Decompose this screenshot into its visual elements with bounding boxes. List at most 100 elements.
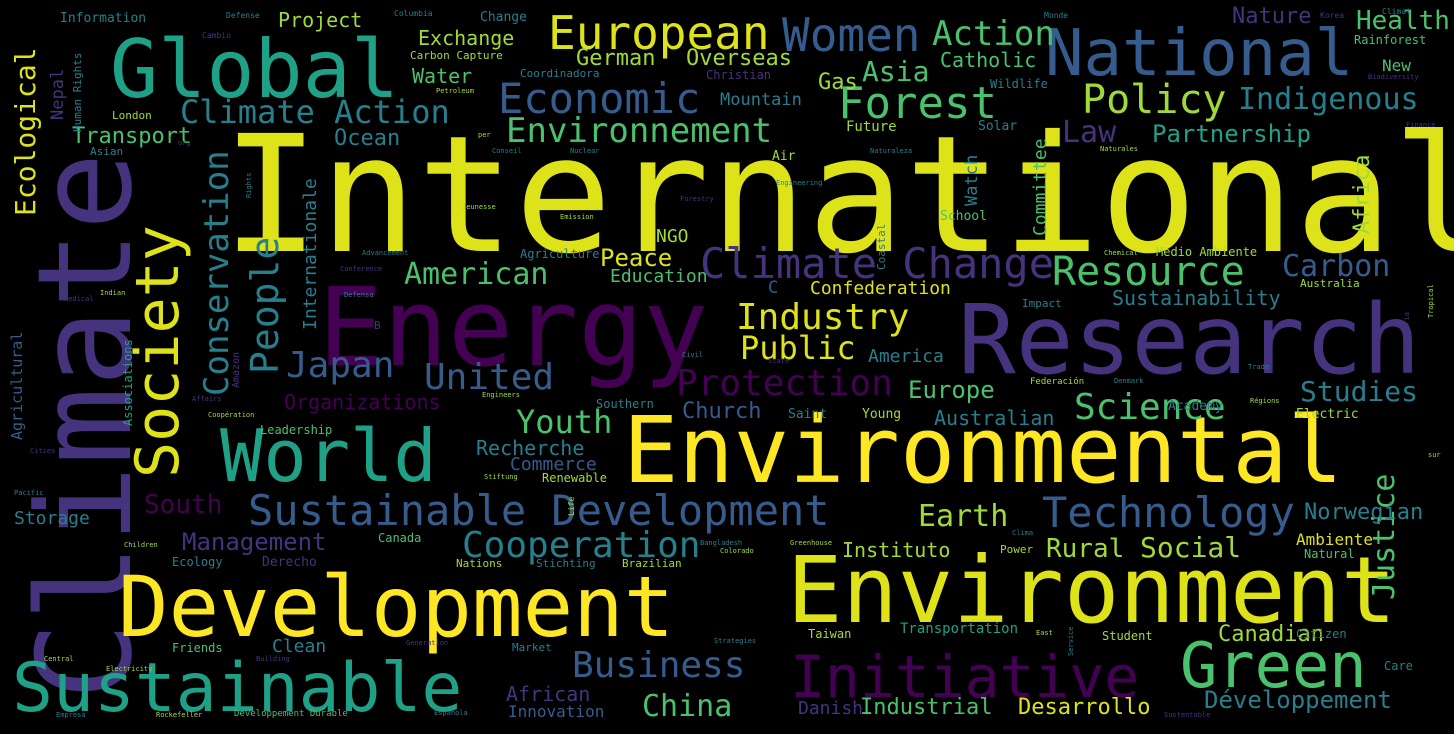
word-stiftung: Stiftung (484, 473, 518, 481)
word-bangladesh: Bangladesh (700, 539, 743, 547)
word-economic: Economic (498, 74, 701, 123)
word-resource: Resource (1052, 249, 1245, 295)
word-german: German (576, 46, 656, 71)
word-cooperation: Cooperation (462, 525, 701, 566)
word-overseas: Overseas (686, 46, 792, 71)
word-student: Student (1102, 629, 1153, 643)
word-forest: Forest (838, 78, 997, 129)
word-biodiversity: Biodiversity (1368, 73, 1419, 81)
word-initiative: Initiative (790, 643, 1140, 711)
word-national: National (1045, 17, 1354, 91)
word-naturales: Naturales (1100, 145, 1138, 153)
word-industrial: Industrial (860, 695, 993, 720)
word-earth: Earth (918, 499, 1009, 534)
word-america: America (868, 346, 944, 367)
word-cooperation-fr: Coopération (208, 411, 255, 419)
word-taiwan: Taiwan (808, 627, 852, 641)
word-canada: Canada (378, 531, 422, 545)
word-justice: Justice (1367, 473, 1402, 600)
word-policy: Policy (1082, 77, 1227, 123)
word-studies: Studies (1300, 375, 1419, 408)
word-developpement: Développement (1204, 686, 1392, 714)
word-denmark: Denmark (1114, 377, 1144, 385)
word-brazilian: Brazilian (622, 557, 682, 570)
word-naturaleza: Naturaleza (870, 147, 913, 155)
word-carbon-capture: Carbon Capture (410, 49, 503, 62)
word-conservation: Conservation (197, 150, 237, 396)
word-climate-action: Climate Action (180, 93, 450, 131)
word-recherche: Recherche (476, 436, 585, 460)
word-people: People (243, 236, 287, 374)
word-colorado: Colorado (720, 547, 754, 555)
word-electricity: Electricity (106, 665, 153, 673)
word-asian: Asian (90, 145, 124, 158)
word-greenhouse: Greenhouse (790, 539, 833, 547)
word-cambio: Cambio (202, 31, 231, 40)
word-science: Science (1074, 387, 1226, 428)
word-mountain: Mountain (720, 90, 802, 110)
word-per: per (478, 131, 491, 139)
word-japan: Japan (286, 345, 395, 386)
word-sustentable: Sustentable (1164, 711, 1211, 719)
word-climate-change: Climate Change (700, 239, 1055, 288)
word-ambiente: Ambiente (1296, 530, 1374, 549)
word-petroleum: Petroleum (436, 87, 474, 95)
word-sustainable: Sustainable (12, 649, 463, 728)
word-transportation: Transportation (900, 621, 1019, 637)
word-civil: Civil (682, 351, 704, 359)
word-affairs: Affairs (192, 395, 222, 403)
word-central: Central (44, 655, 74, 663)
word-european: European (548, 6, 770, 60)
word-danish: Danish (798, 698, 864, 719)
word-columbia: Columbia (394, 9, 433, 18)
word-clean: Clean (272, 636, 327, 657)
word-friends: Friends (172, 641, 223, 655)
word-china: China (642, 689, 733, 724)
word-world: World (220, 414, 437, 498)
word-coordinadora: Coordinadora (520, 67, 600, 80)
word-peace: Peace (600, 244, 673, 272)
word-transport: Transport (72, 124, 192, 149)
word-solar: Solar (978, 119, 1018, 134)
word-agricultural: Agricultural (8, 331, 26, 440)
word-renewable: Renewable (542, 471, 608, 485)
word-development: Development (118, 558, 675, 656)
word-industry: Industry (736, 297, 910, 338)
word-rainforest: Rainforest (1354, 33, 1427, 47)
word-impact: Impact (1022, 297, 1062, 310)
word-ecology: Ecology (172, 555, 223, 569)
word-east: East (1036, 629, 1053, 637)
word-life: Life (567, 496, 576, 516)
word-green: Green (1180, 629, 1367, 702)
word-environmental: Environmental (623, 397, 1344, 504)
word-youth: Youth (516, 403, 613, 441)
word-project: Project (278, 8, 363, 32)
word-forestry: Forestry (680, 195, 714, 203)
word-education: Education (610, 266, 708, 287)
word-power: Power (1000, 543, 1034, 556)
word-american: American (404, 257, 549, 292)
word-africa: Africa (1350, 154, 1375, 234)
word-strategies: Strategies (714, 637, 757, 645)
word-international: International (222, 102, 1454, 290)
word-amazon: Amazon (231, 351, 242, 388)
word-school: School (940, 209, 987, 224)
word-industria: Industria (1403, 312, 1411, 350)
word-committee: Committee (1030, 138, 1051, 236)
word-internationale: Internationale (300, 178, 321, 330)
word-law: Law (1062, 115, 1117, 150)
word-conference: Conference (340, 265, 383, 273)
word-tropical: Tropical (1427, 284, 1435, 318)
word-canadian: Canadian (1218, 622, 1324, 647)
word-sustainability: Sustainability (1112, 286, 1281, 310)
word-defense: Defense (226, 11, 260, 20)
word-ocean: Ocean (334, 126, 401, 151)
word-african: African (506, 682, 591, 706)
word-technology: Technology (1042, 488, 1295, 537)
word-ngo: NGO (656, 226, 689, 247)
word-stichting: Stichting (536, 557, 596, 570)
word-pacific: Pacific (14, 489, 44, 497)
word-engineering: Engineering (776, 179, 823, 187)
word-action: Action (932, 14, 1055, 54)
word-empresa: Empresa (56, 711, 86, 719)
